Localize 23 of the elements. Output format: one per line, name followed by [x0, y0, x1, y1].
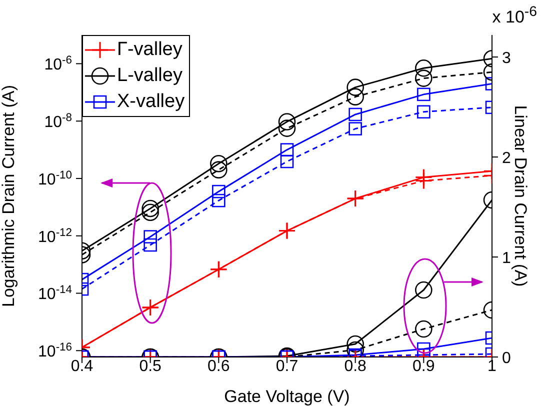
y2-tick-label: 1: [502, 250, 511, 267]
legend-label: Γ-valley: [117, 39, 182, 61]
y-tick-label: 10$^{-10}$: [38, 169, 72, 188]
x-tick-label: 0.8: [344, 358, 367, 375]
y-tick-label: 10$^{-14}$: [38, 284, 72, 304]
y-tick-label: 10$^{-12}$: [38, 226, 72, 246]
legend-label: L-valley: [117, 65, 182, 87]
x-axis-title: Gate Voltage (V): [224, 387, 350, 406]
y2-tick-label: 2: [502, 150, 511, 167]
x-tick-label: 0.4: [70, 358, 94, 375]
y2-axis-title: Linear Drain Current (A): [510, 105, 530, 287]
y-tick-label: 10$^{-6}$: [44, 54, 72, 74]
x-tick-label: 0.5: [139, 358, 162, 375]
y-tick-label: 10$^{-8}$: [44, 112, 72, 132]
x-tick-label: 0.7: [276, 358, 298, 375]
x-tick-label: 0.9: [412, 358, 435, 375]
y2-tick-label: 0: [502, 350, 511, 367]
legend-label: X-valley: [117, 91, 185, 113]
y2-tick-label: 3: [502, 50, 511, 67]
text: x 10$^{-6}$: [492, 4, 537, 28]
x-tick-label: 0.6: [208, 358, 230, 375]
y-axis-title: Logarithmic Drain Current (A): [0, 84, 18, 308]
y-tick-label: 10$^{-16}$: [38, 342, 72, 361]
